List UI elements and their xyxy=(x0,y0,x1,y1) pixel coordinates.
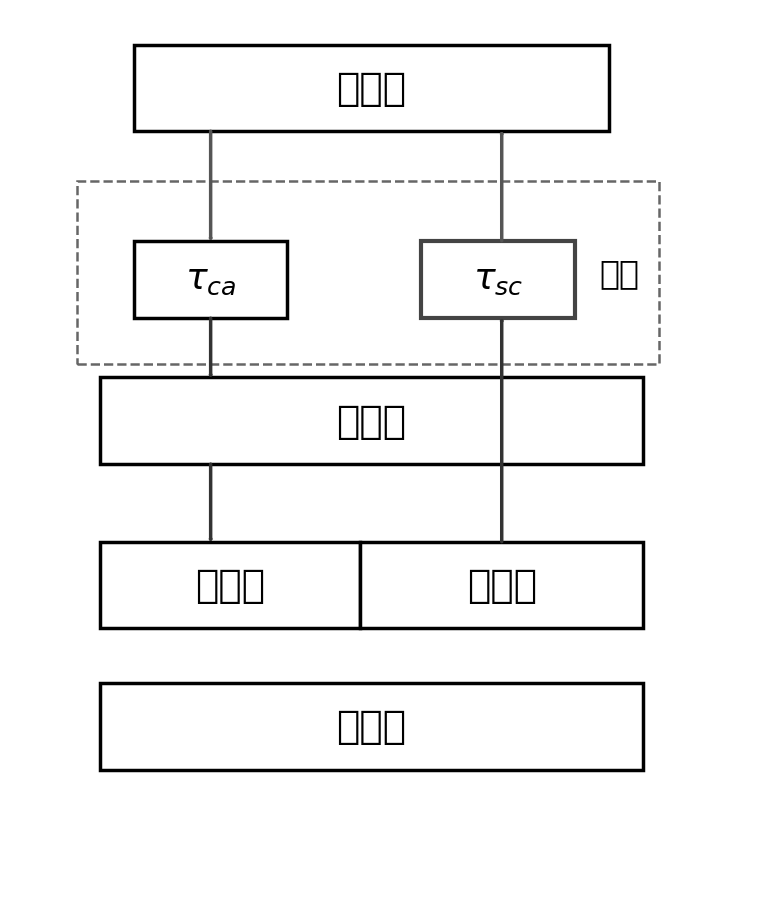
Bar xyxy=(134,241,287,319)
Text: 传感器: 传感器 xyxy=(466,567,537,604)
Bar xyxy=(134,46,609,132)
Bar xyxy=(100,542,360,629)
Bar xyxy=(100,683,643,770)
Text: 执行器: 执行器 xyxy=(195,567,265,604)
Bar xyxy=(421,241,574,319)
Text: 客户机: 客户机 xyxy=(336,70,407,107)
Bar xyxy=(77,182,659,364)
Text: 服务机: 服务机 xyxy=(336,403,407,440)
Text: $\tau_{sc}$: $\tau_{sc}$ xyxy=(473,263,523,297)
Text: $\tau_{ca}$: $\tau_{ca}$ xyxy=(185,263,237,297)
Bar xyxy=(360,542,643,629)
Bar xyxy=(100,378,643,465)
Text: 网络: 网络 xyxy=(599,257,639,290)
Text: 倒立摆: 倒立摆 xyxy=(336,708,407,745)
